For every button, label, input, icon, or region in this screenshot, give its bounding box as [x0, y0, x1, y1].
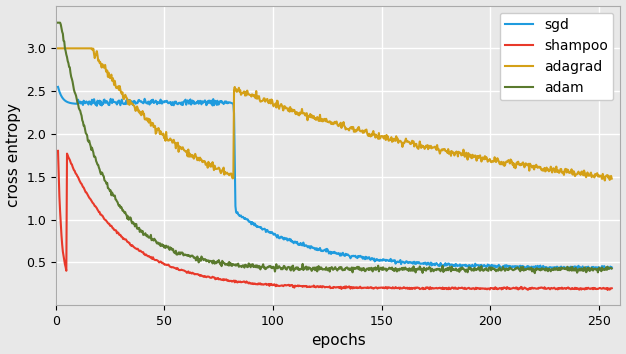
shampoo [391, 286, 398, 290]
adam [531, 267, 539, 271]
shampoo [54, 149, 62, 153]
shampoo [407, 286, 414, 291]
sgd [88, 98, 96, 102]
shampoo [475, 286, 482, 290]
adam [531, 271, 538, 275]
Y-axis label: cross entropy: cross entropy [6, 103, 21, 207]
adam [88, 145, 96, 150]
adagrad [88, 46, 96, 51]
sgd [391, 259, 398, 263]
Line: adam: adam [58, 23, 612, 273]
shampoo [531, 286, 538, 290]
Legend: sgd, shampoo, adagrad, adam: sgd, shampoo, adagrad, adam [500, 12, 613, 101]
adagrad [601, 178, 608, 183]
sgd [376, 259, 383, 263]
sgd [531, 265, 538, 269]
sgd [475, 263, 482, 267]
adam [475, 266, 482, 270]
adam [391, 269, 398, 273]
sgd [608, 265, 615, 269]
adagrad [54, 46, 62, 51]
Line: sgd: sgd [58, 87, 612, 270]
adagrad [407, 142, 414, 146]
X-axis label: epochs: epochs [310, 333, 366, 348]
adagrad [531, 164, 538, 168]
shampoo [604, 288, 612, 292]
adam [608, 267, 615, 271]
adagrad [376, 137, 383, 141]
sgd [407, 260, 414, 264]
adagrad [475, 156, 482, 160]
shampoo [376, 286, 383, 290]
adam [407, 269, 414, 273]
adam [54, 21, 62, 25]
adam [376, 267, 383, 271]
adagrad [608, 177, 615, 181]
shampoo [88, 200, 96, 204]
Line: shampoo: shampoo [58, 151, 612, 290]
sgd [54, 85, 62, 89]
shampoo [608, 286, 615, 290]
adagrad [391, 137, 398, 141]
sgd [555, 268, 563, 272]
Line: adagrad: adagrad [58, 48, 612, 181]
